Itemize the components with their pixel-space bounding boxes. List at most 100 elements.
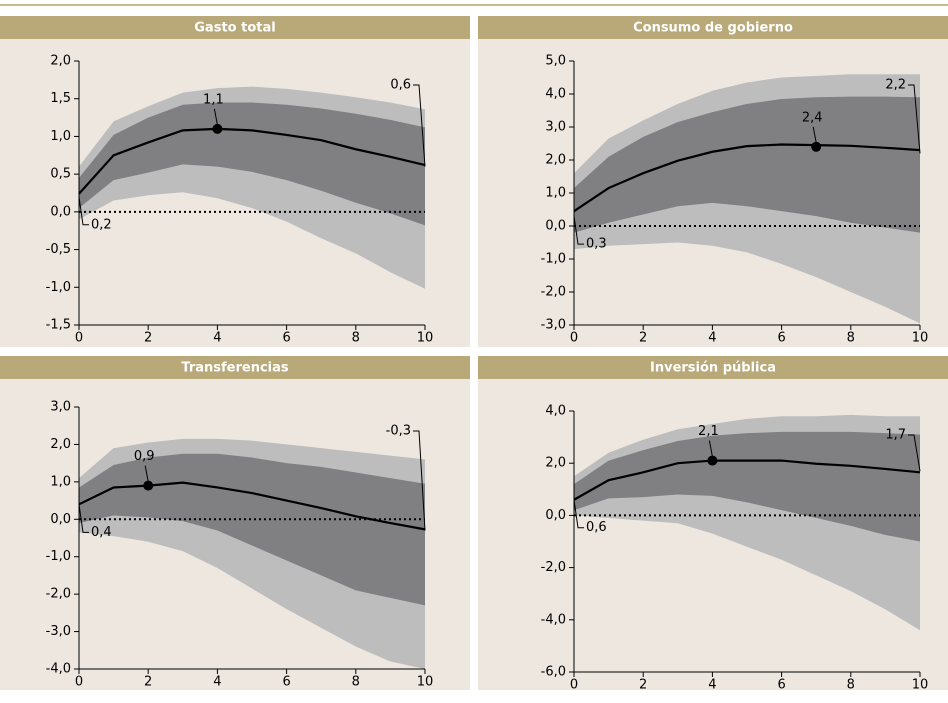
x-tick-label: 10 <box>912 678 929 693</box>
top-rule <box>0 4 948 6</box>
annotation-label: 0,3 <box>586 237 607 252</box>
y-tick-label: 1,0 <box>50 129 71 144</box>
y-tick-label: 0,5 <box>50 167 71 182</box>
panel-header <box>478 16 948 39</box>
y-tick-label: -1,0 <box>541 252 566 267</box>
y-tick-label: -1,5 <box>46 318 71 333</box>
annotation-label: 1,1 <box>203 92 224 107</box>
y-tick-label: -4,0 <box>541 612 566 627</box>
y-tick-label: -1,0 <box>46 549 71 564</box>
y-tick-label: 4,0 <box>545 404 566 419</box>
y-tick-label: -4,0 <box>46 662 71 677</box>
confidence-band <box>574 96 920 233</box>
x-tick-label: 0 <box>570 331 578 346</box>
panel-title: Transferencias <box>181 361 289 376</box>
panel-title: Inversión pública <box>650 361 776 376</box>
annotation-label: 0,6 <box>586 520 607 535</box>
y-tick-label: 0,0 <box>545 508 566 523</box>
y-tick-label: 3,0 <box>50 400 71 415</box>
leader-line <box>78 196 89 226</box>
leader-line <box>573 216 584 245</box>
y-tick-label: -2,0 <box>541 285 566 300</box>
panel-title: Gasto total <box>194 21 275 36</box>
y-tick-label: 1,5 <box>50 91 71 106</box>
series-line <box>573 143 921 213</box>
panel-header <box>478 356 948 379</box>
leader-line <box>708 440 713 457</box>
annotation-label: 0,2 <box>91 217 112 232</box>
y-tick-label: 2,0 <box>545 153 566 168</box>
y-tick-label: 3,0 <box>545 120 566 135</box>
x-tick-label: 8 <box>352 675 360 690</box>
y-tick-label: 0,0 <box>545 219 566 234</box>
y-tick-label: -2,0 <box>46 587 71 602</box>
x-tick-label: 2 <box>639 331 647 346</box>
x-tick-label: 4 <box>213 331 221 346</box>
leader-line <box>144 465 149 482</box>
y-tick-label: -3,0 <box>46 624 71 639</box>
x-tick-label: 6 <box>282 331 290 346</box>
series-line <box>573 459 921 501</box>
y-tick-label: -1,0 <box>46 280 71 295</box>
x-tick-label: 2 <box>639 678 647 693</box>
y-tick-label: 1,0 <box>50 474 71 489</box>
y-tick-label: 0,0 <box>50 512 71 527</box>
x-tick-label: 8 <box>847 678 855 693</box>
x-tick-label: 10 <box>417 331 434 346</box>
y-tick-label: -3,0 <box>541 318 566 333</box>
annotation-label: 2,1 <box>698 424 719 439</box>
panel-header <box>0 16 470 39</box>
annotation-label: 0,6 <box>390 78 411 93</box>
x-tick-label: 4 <box>213 675 221 690</box>
annotation-point <box>707 455 718 466</box>
x-tick-label: 4 <box>708 331 716 346</box>
x-tick-label: 2 <box>144 331 152 346</box>
x-tick-label: 10 <box>912 331 929 346</box>
leader-line <box>413 430 426 531</box>
panel-title: Consumo de gobierno <box>633 21 793 36</box>
y-tick-label: 4,0 <box>545 87 566 102</box>
x-tick-label: 0 <box>75 331 83 346</box>
y-tick-label: 2,0 <box>50 437 71 452</box>
annotation-label: 0,9 <box>134 449 155 464</box>
y-tick-label: -6,0 <box>541 665 566 680</box>
leader-line <box>78 504 89 533</box>
x-tick-label: 0 <box>570 678 578 693</box>
y-tick-label: 2,0 <box>50 54 71 69</box>
series-line <box>78 127 426 195</box>
y-tick-label: 0,0 <box>50 204 71 219</box>
leader-line <box>413 84 426 167</box>
x-tick-label: 4 <box>708 678 716 693</box>
series-line <box>78 481 426 531</box>
x-tick-label: 8 <box>847 331 855 346</box>
x-tick-label: 6 <box>777 678 785 693</box>
x-tick-label: 10 <box>417 675 434 690</box>
leader-line <box>908 84 921 154</box>
x-tick-label: 8 <box>352 331 360 346</box>
y-tick-label: 5,0 <box>545 54 566 69</box>
y-tick-label: -0,5 <box>46 242 71 257</box>
leader-line <box>573 499 584 529</box>
annotation-label: 1,7 <box>885 428 906 443</box>
panel-header <box>0 356 470 379</box>
x-tick-label: 0 <box>75 675 83 690</box>
annotation-label: 2,2 <box>885 78 906 93</box>
annotation-label: -0,3 <box>386 424 411 439</box>
annotation-point <box>212 123 223 134</box>
confidence-band <box>79 102 425 226</box>
leader-line <box>812 126 817 143</box>
confidence-band <box>79 453 425 606</box>
x-tick-label: 6 <box>777 331 785 346</box>
x-tick-label: 2 <box>144 675 152 690</box>
annotation-label: 2,4 <box>802 110 823 125</box>
y-tick-label: 2,0 <box>545 456 566 471</box>
annotation-label: 0,4 <box>91 525 112 540</box>
y-tick-label: -2,0 <box>541 560 566 575</box>
leader-line <box>908 434 921 472</box>
confidence-band <box>574 431 920 542</box>
annotation-point <box>143 480 154 491</box>
y-tick-label: 1,0 <box>545 186 566 201</box>
x-tick-label: 6 <box>282 675 290 690</box>
